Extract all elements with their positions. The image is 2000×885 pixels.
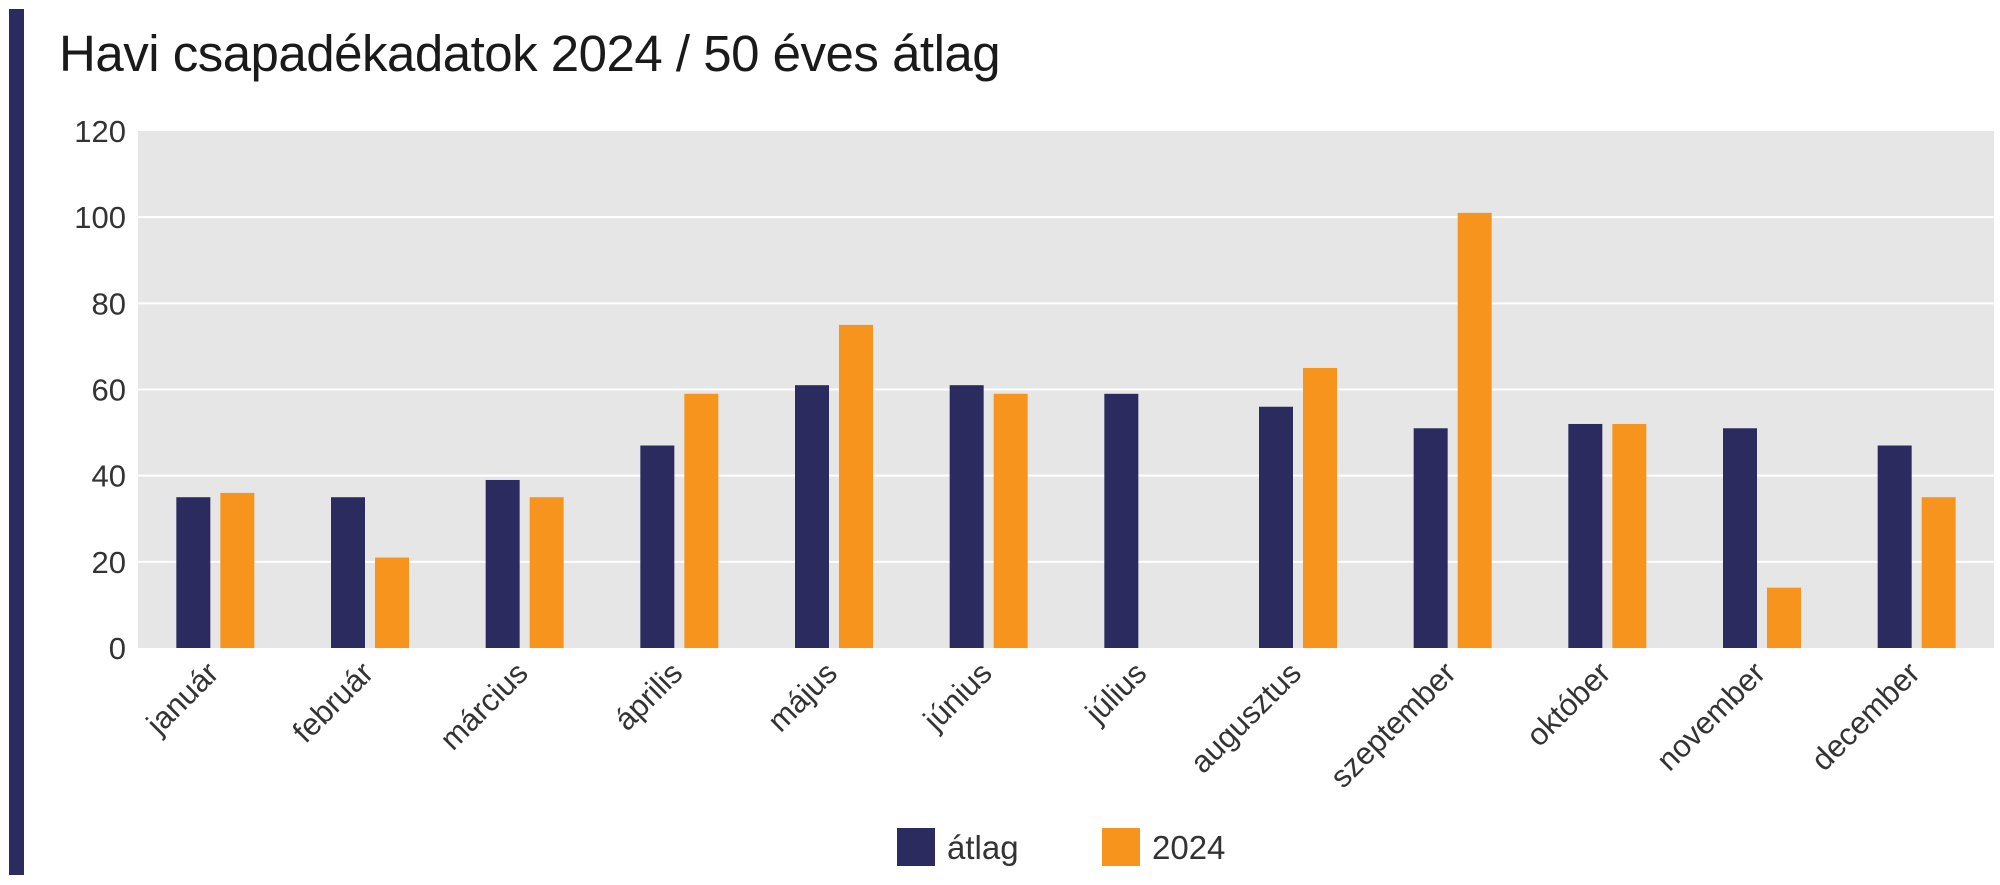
bar-atlag xyxy=(949,385,984,648)
x-tick-label: június xyxy=(916,655,999,738)
y-tick-label: 20 xyxy=(92,545,126,580)
x-tick-label: szeptember xyxy=(1323,655,1462,794)
y-tick-label: 60 xyxy=(92,373,126,408)
x-tick-label: január xyxy=(139,655,225,741)
bar-atlag xyxy=(640,445,675,648)
bar-2024 xyxy=(1612,423,1647,648)
legend-label: átlag xyxy=(947,829,1019,866)
bar-atlag xyxy=(1568,423,1603,648)
bar-atlag xyxy=(176,497,211,648)
legend-swatch xyxy=(897,828,935,866)
bar-2024 xyxy=(1921,497,1956,648)
x-tick-label: április xyxy=(607,655,689,737)
bar-2024 xyxy=(684,393,719,648)
x-tick-label: július xyxy=(1078,655,1153,730)
bar-2024 xyxy=(375,557,409,648)
bar-atlag xyxy=(795,385,829,648)
bar-atlag xyxy=(1723,428,1757,648)
x-tick-label: február xyxy=(286,655,380,749)
bar-atlag xyxy=(1413,428,1448,648)
bar-2024 xyxy=(220,492,255,648)
x-tick-label: december xyxy=(1804,655,1926,777)
bar-2024 xyxy=(1767,587,1801,648)
bar-2024 xyxy=(529,497,564,648)
bar-atlag xyxy=(485,479,520,648)
accent-bar xyxy=(9,9,24,875)
x-tick-label: március xyxy=(433,655,534,756)
bar-atlag xyxy=(1877,445,1912,648)
x-tick-label: október xyxy=(1519,655,1617,753)
chart-title: Havi csapadékadatok 2024 / 50 éves átlag xyxy=(59,25,1001,82)
legend: átlag 2024 xyxy=(897,828,1225,866)
y-tick-label: 80 xyxy=(92,286,126,321)
gridlines xyxy=(138,216,1994,563)
legend-swatch xyxy=(1102,828,1140,866)
bar-2024 xyxy=(993,393,1028,648)
bar-atlag xyxy=(1259,406,1293,648)
y-tick-label: 100 xyxy=(74,200,126,235)
y-axis-ticks: 0 20 40 60 80 100 120 xyxy=(74,114,126,666)
bar-2024 xyxy=(1457,212,1492,648)
x-tick-label: május xyxy=(761,655,844,738)
bar-2024 xyxy=(1303,367,1337,648)
y-tick-label: 0 xyxy=(109,631,126,666)
bar-atlag xyxy=(331,497,365,648)
x-axis-ticks: január február március április május június jú… xyxy=(139,655,1927,794)
bar-atlag xyxy=(1104,393,1139,648)
legend-label: 2024 xyxy=(1152,829,1225,866)
bars xyxy=(176,212,1956,648)
bar-2024 xyxy=(839,324,873,648)
x-tick-label: november xyxy=(1650,655,1772,777)
y-tick-label: 40 xyxy=(92,459,126,494)
x-tick-label: augusztus xyxy=(1183,655,1308,780)
y-tick-label: 120 xyxy=(74,114,126,149)
